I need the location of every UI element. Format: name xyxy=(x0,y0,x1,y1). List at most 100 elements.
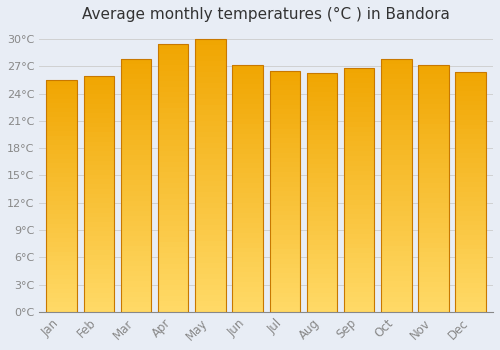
Bar xyxy=(456,182,486,187)
Bar xyxy=(306,135,337,140)
Bar xyxy=(381,84,412,90)
Bar xyxy=(306,178,337,183)
Bar xyxy=(270,110,300,114)
Bar xyxy=(232,277,263,282)
Bar xyxy=(46,85,77,89)
Bar xyxy=(418,89,449,94)
Bar xyxy=(270,225,300,230)
Bar xyxy=(84,118,114,123)
Bar xyxy=(158,188,188,194)
Bar xyxy=(456,144,486,149)
Bar xyxy=(456,264,486,268)
Bar xyxy=(121,94,152,99)
Bar xyxy=(158,92,188,97)
Bar xyxy=(381,170,412,175)
Bar xyxy=(418,252,449,257)
Bar xyxy=(195,44,226,50)
Bar xyxy=(121,145,152,150)
Bar xyxy=(121,302,152,307)
Bar xyxy=(306,288,337,293)
Bar xyxy=(381,180,412,186)
Bar xyxy=(381,140,412,145)
Bar xyxy=(456,235,486,240)
Bar xyxy=(195,121,226,126)
Bar xyxy=(232,183,263,188)
Bar xyxy=(121,69,152,74)
Bar xyxy=(84,156,114,161)
Bar xyxy=(46,275,77,279)
Bar xyxy=(306,283,337,288)
Bar xyxy=(195,279,226,285)
Bar xyxy=(84,99,114,104)
Bar xyxy=(306,159,337,163)
Bar xyxy=(46,154,77,159)
Bar xyxy=(381,175,412,180)
Bar xyxy=(381,281,412,287)
Bar xyxy=(121,125,152,130)
Bar xyxy=(306,188,337,192)
Bar xyxy=(381,59,412,64)
Bar xyxy=(456,273,486,278)
Bar xyxy=(158,269,188,274)
Bar xyxy=(306,87,337,92)
Bar xyxy=(456,201,486,206)
Bar xyxy=(456,72,486,77)
Bar xyxy=(195,137,226,143)
Bar xyxy=(306,192,337,197)
Bar xyxy=(195,94,226,99)
Bar xyxy=(195,241,226,246)
Bar xyxy=(232,173,263,178)
Bar xyxy=(456,307,486,312)
Bar xyxy=(418,124,449,129)
Bar xyxy=(84,194,114,198)
Bar xyxy=(456,230,486,235)
Bar xyxy=(306,231,337,235)
Bar xyxy=(456,77,486,82)
Bar xyxy=(232,134,263,139)
Bar xyxy=(456,101,486,105)
Bar xyxy=(46,149,77,154)
Bar xyxy=(121,261,152,266)
Bar xyxy=(306,240,337,245)
Bar xyxy=(270,201,300,206)
Bar xyxy=(456,72,486,312)
Bar xyxy=(270,71,300,312)
Bar xyxy=(121,276,152,281)
Bar xyxy=(306,245,337,250)
Bar xyxy=(121,105,152,110)
Bar xyxy=(195,268,226,274)
Bar xyxy=(270,95,300,100)
Bar xyxy=(456,134,486,139)
Bar xyxy=(195,236,226,241)
Bar xyxy=(456,105,486,110)
Bar xyxy=(84,222,114,227)
Bar xyxy=(381,160,412,165)
Bar xyxy=(84,76,114,80)
Bar xyxy=(232,89,263,94)
Bar xyxy=(456,254,486,259)
Bar xyxy=(344,287,374,292)
Bar xyxy=(195,159,226,164)
Bar xyxy=(46,302,77,307)
Bar xyxy=(456,225,486,230)
Bar xyxy=(306,211,337,216)
Bar xyxy=(46,182,77,187)
Bar xyxy=(381,287,412,292)
Bar xyxy=(418,262,449,267)
Bar xyxy=(158,103,188,108)
Bar xyxy=(456,288,486,293)
Bar xyxy=(456,130,486,134)
Bar xyxy=(195,99,226,105)
Bar xyxy=(84,113,114,118)
Bar xyxy=(84,85,114,90)
Bar xyxy=(84,288,114,293)
Bar xyxy=(418,119,449,124)
Bar xyxy=(344,97,374,102)
Bar xyxy=(46,210,77,215)
Bar xyxy=(232,109,263,114)
Bar xyxy=(344,244,374,248)
Bar xyxy=(418,134,449,139)
Bar xyxy=(121,221,152,226)
Bar xyxy=(456,91,486,96)
Bar xyxy=(456,168,486,173)
